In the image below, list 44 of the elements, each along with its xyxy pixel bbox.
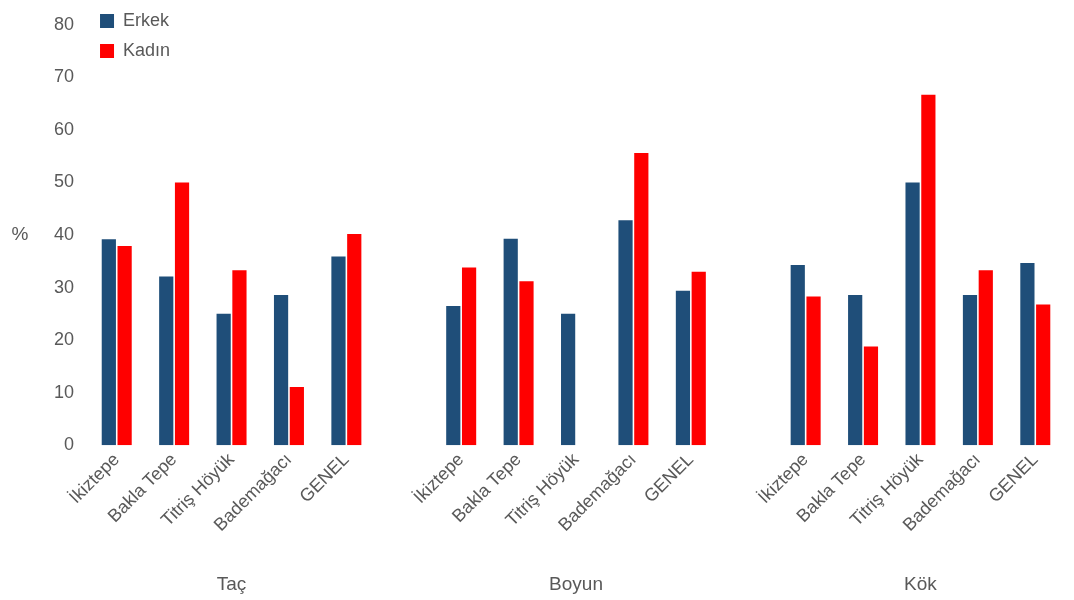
bar [216,313,231,446]
legend-label: Erkek [123,9,171,30]
bar [1036,304,1051,446]
y-tick-label: 10 [53,381,75,402]
bar [962,294,978,446]
bar [848,294,863,446]
bar [634,153,649,446]
bar [174,182,190,446]
bar [905,182,920,446]
bar [618,220,633,446]
bar [101,239,116,446]
bar [519,281,534,446]
bar [978,270,993,446]
bar [289,386,304,446]
text: Taç [216,573,247,595]
y-tick-label: 70 [53,66,75,87]
bar [232,270,247,446]
bar [503,238,518,446]
y-tick-label: 60 [53,118,75,139]
y-tick-label: 20 [53,329,75,350]
text: Kök [904,573,938,595]
bar [863,346,879,446]
bar [331,256,346,446]
bar [790,264,805,446]
y-tick-label: 30 [53,276,75,297]
y-axis-title: % [11,223,29,245]
bar [117,246,132,446]
bar [461,267,477,446]
bar [159,276,174,446]
bar [446,305,461,446]
y-tick-label: 0 [64,434,75,455]
bar [347,233,362,446]
y-tick-label: 80 [53,13,75,34]
y-tick-label: 50 [53,171,75,192]
bar [921,94,936,446]
bar [561,313,576,446]
legend-label: Kadın [123,39,171,60]
bar [273,294,289,446]
bar [691,271,706,446]
bar [675,290,691,446]
text: Boyun [549,573,603,595]
bar [1020,262,1035,446]
bar [806,296,821,446]
y-tick-label: 40 [53,224,75,244]
